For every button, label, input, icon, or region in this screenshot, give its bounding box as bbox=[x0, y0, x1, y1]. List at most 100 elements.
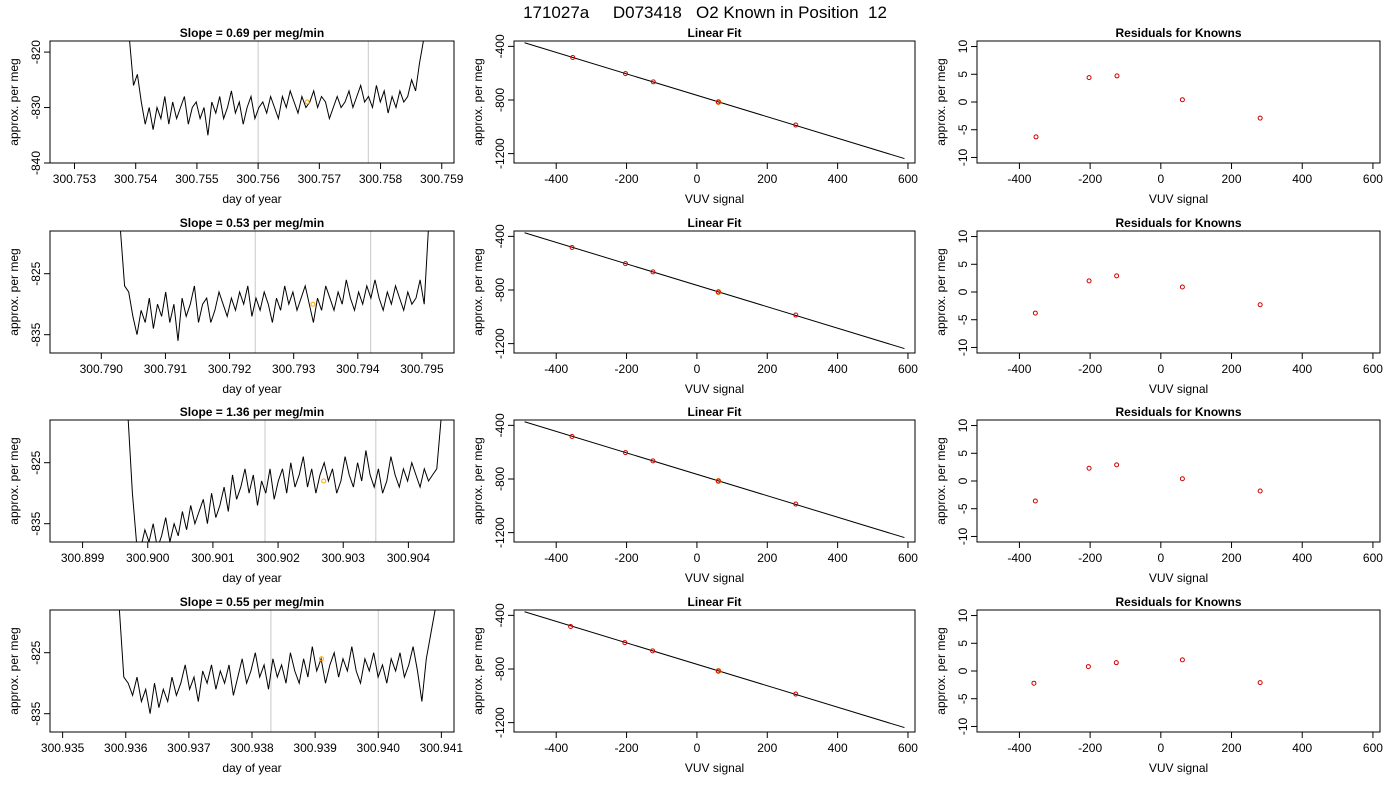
timeseries-xtick-label: 300.938 bbox=[230, 741, 274, 755]
timeseries-panel: Slope = 0.53 per meg/min day of year appro… bbox=[7, 216, 455, 396]
linear-fit-xlabel: VUV signal bbox=[685, 571, 744, 585]
linear-fit-title: Linear Fit bbox=[687, 26, 741, 40]
linear-fit-xtick-label: 600 bbox=[898, 362, 918, 376]
timeseries-xlabel: day of year bbox=[222, 571, 281, 585]
residual-point bbox=[1179, 97, 1185, 103]
timeseries-xlabel: day of year bbox=[222, 761, 281, 775]
timeseries-xtick-label: 300.759 bbox=[420, 172, 464, 186]
timeseries-xtick-label: 300.901 bbox=[191, 551, 235, 565]
residuals-xtick-label: 0 bbox=[1157, 551, 1164, 565]
linear-fit-ytick-label: -1200 bbox=[493, 328, 507, 359]
linear-fit-xtick-label: 200 bbox=[757, 172, 777, 186]
linear-fit-xtick-label: 0 bbox=[694, 362, 701, 376]
residuals-ylabel: approx. per meg bbox=[934, 627, 948, 714]
timeseries-xtick-label: 300.757 bbox=[298, 172, 342, 186]
timeseries-xtick-label: 300.794 bbox=[336, 362, 380, 376]
linear-fit-ytick-label: -800 bbox=[493, 278, 507, 302]
signal-trace bbox=[129, 41, 424, 136]
residuals-xlabel: VUV signal bbox=[1149, 761, 1208, 775]
timeseries-ytick-label: -825 bbox=[29, 640, 43, 664]
mean-marker bbox=[321, 478, 327, 484]
residuals-ytick-label: 5 bbox=[956, 640, 970, 647]
residuals-ytick-label: -5 bbox=[956, 124, 970, 135]
residuals-ytick-label: 10 bbox=[956, 609, 970, 623]
linear-fit-ytick-label: -400 bbox=[493, 603, 507, 627]
timeseries-panel: Slope = 0.69 per meg/min day of year appro… bbox=[7, 26, 464, 206]
known-point bbox=[623, 450, 629, 456]
linear-fit-panel: Linear Fit VUV signal approx. per meg -400 -… bbox=[471, 405, 918, 585]
timeseries-title: Slope = 0.53 per meg/min bbox=[180, 216, 324, 230]
fit-line bbox=[524, 42, 905, 160]
timeseries-ytick-label: -835 bbox=[29, 511, 43, 535]
residual-point bbox=[1257, 680, 1263, 686]
timeseries-xlabel: day of year bbox=[222, 382, 281, 396]
linear-fit-ytick-label: -1200 bbox=[493, 517, 507, 548]
residuals-xtick-label: -200 bbox=[1078, 741, 1102, 755]
linear-fit-ylabel: approx. per meg bbox=[471, 437, 485, 524]
linear-fit-panel: Linear Fit VUV signal approx. per meg -400 -… bbox=[471, 216, 918, 396]
residuals-ytick-label: 0 bbox=[956, 477, 970, 484]
timeseries-panel: Slope = 0.55 per meg/min day of year appro… bbox=[7, 595, 463, 775]
known-point bbox=[650, 79, 656, 85]
residual-point bbox=[1032, 498, 1038, 504]
residuals-frame bbox=[976, 419, 1381, 543]
residuals-ytick-label: -10 bbox=[956, 717, 970, 735]
timeseries-xtick-label: 300.753 bbox=[53, 172, 97, 186]
residuals-xlabel: VUV signal bbox=[1149, 571, 1208, 585]
linear-fit-panel: Linear Fit VUV signal approx. per meg -400 -… bbox=[471, 26, 918, 206]
residuals-ytick-label: 0 bbox=[956, 98, 970, 105]
known-point bbox=[623, 261, 629, 267]
mean-marker bbox=[310, 301, 316, 307]
linear-fit-xtick-label: 400 bbox=[828, 551, 848, 565]
timeseries-xtick-label: 300.791 bbox=[144, 362, 188, 376]
linear-fit-xtick-label: -200 bbox=[615, 741, 639, 755]
timeseries-xtick-label: 300.935 bbox=[41, 741, 85, 755]
timeseries-ytick-label: -830 bbox=[29, 95, 43, 119]
residuals-ytick-label: 5 bbox=[956, 450, 970, 457]
residuals-ytick-label: 10 bbox=[956, 40, 970, 54]
residual-point bbox=[1179, 476, 1185, 482]
residuals-ytick-label: 0 bbox=[956, 667, 970, 674]
linear-fit-ylabel: approx. per meg bbox=[471, 627, 485, 714]
linear-fit-ytick-label: -400 bbox=[493, 224, 507, 248]
residuals-xtick-label: 0 bbox=[1157, 741, 1164, 755]
timeseries-panel: Slope = 1.36 per meg/min day of year appro… bbox=[7, 405, 455, 585]
timeseries-xtick-label: 300.756 bbox=[236, 172, 280, 186]
timeseries-xtick-label: 300.899 bbox=[61, 551, 105, 565]
residuals-xtick-label: -200 bbox=[1078, 362, 1102, 376]
linear-fit-xtick-label: 400 bbox=[828, 741, 848, 755]
known-point bbox=[793, 501, 799, 507]
linear-fit-xtick-label: -200 bbox=[615, 551, 639, 565]
timeseries-xtick-label: 300.754 bbox=[114, 172, 158, 186]
residual-point bbox=[1114, 273, 1120, 279]
residuals-xtick-label: 200 bbox=[1222, 172, 1242, 186]
fit-line bbox=[524, 611, 905, 729]
timeseries-frame bbox=[49, 230, 455, 354]
residuals-xtick-label: -200 bbox=[1078, 172, 1102, 186]
timeseries-xtick-label: 300.903 bbox=[322, 551, 366, 565]
linear-fit-frame bbox=[513, 419, 916, 543]
linear-fit-xtick-label: 400 bbox=[828, 172, 848, 186]
known-point bbox=[650, 458, 656, 464]
linear-fit-ytick-label: -400 bbox=[493, 413, 507, 437]
timeseries-xtick-label: 300.937 bbox=[167, 741, 211, 755]
linear-fit-ytick-label: -800 bbox=[493, 467, 507, 491]
timeseries-frame bbox=[49, 40, 455, 164]
residuals-xlabel: VUV signal bbox=[1149, 382, 1208, 396]
known-point bbox=[793, 122, 799, 128]
linear-fit-xtick-label: 200 bbox=[757, 362, 777, 376]
linear-fit-title: Linear Fit bbox=[687, 595, 741, 609]
timeseries-ytick-label: -825 bbox=[29, 450, 43, 474]
residual-point bbox=[1257, 302, 1263, 308]
linear-fit-ylabel: approx. per meg bbox=[471, 248, 485, 335]
timeseries-ylabel: approx. per meg bbox=[7, 248, 21, 335]
residual-point bbox=[1179, 284, 1185, 290]
residuals-ylabel: approx. per meg bbox=[934, 58, 948, 145]
timeseries-xtick-label: 300.900 bbox=[126, 551, 170, 565]
linear-fit-frame bbox=[513, 40, 916, 164]
residuals-xtick-label: 400 bbox=[1292, 362, 1312, 376]
timeseries-xtick-label: 300.939 bbox=[293, 741, 337, 755]
linear-fit-ylabel: approx. per meg bbox=[471, 58, 485, 145]
signal-trace bbox=[127, 420, 442, 542]
residuals-xtick-label: -400 bbox=[1007, 172, 1031, 186]
